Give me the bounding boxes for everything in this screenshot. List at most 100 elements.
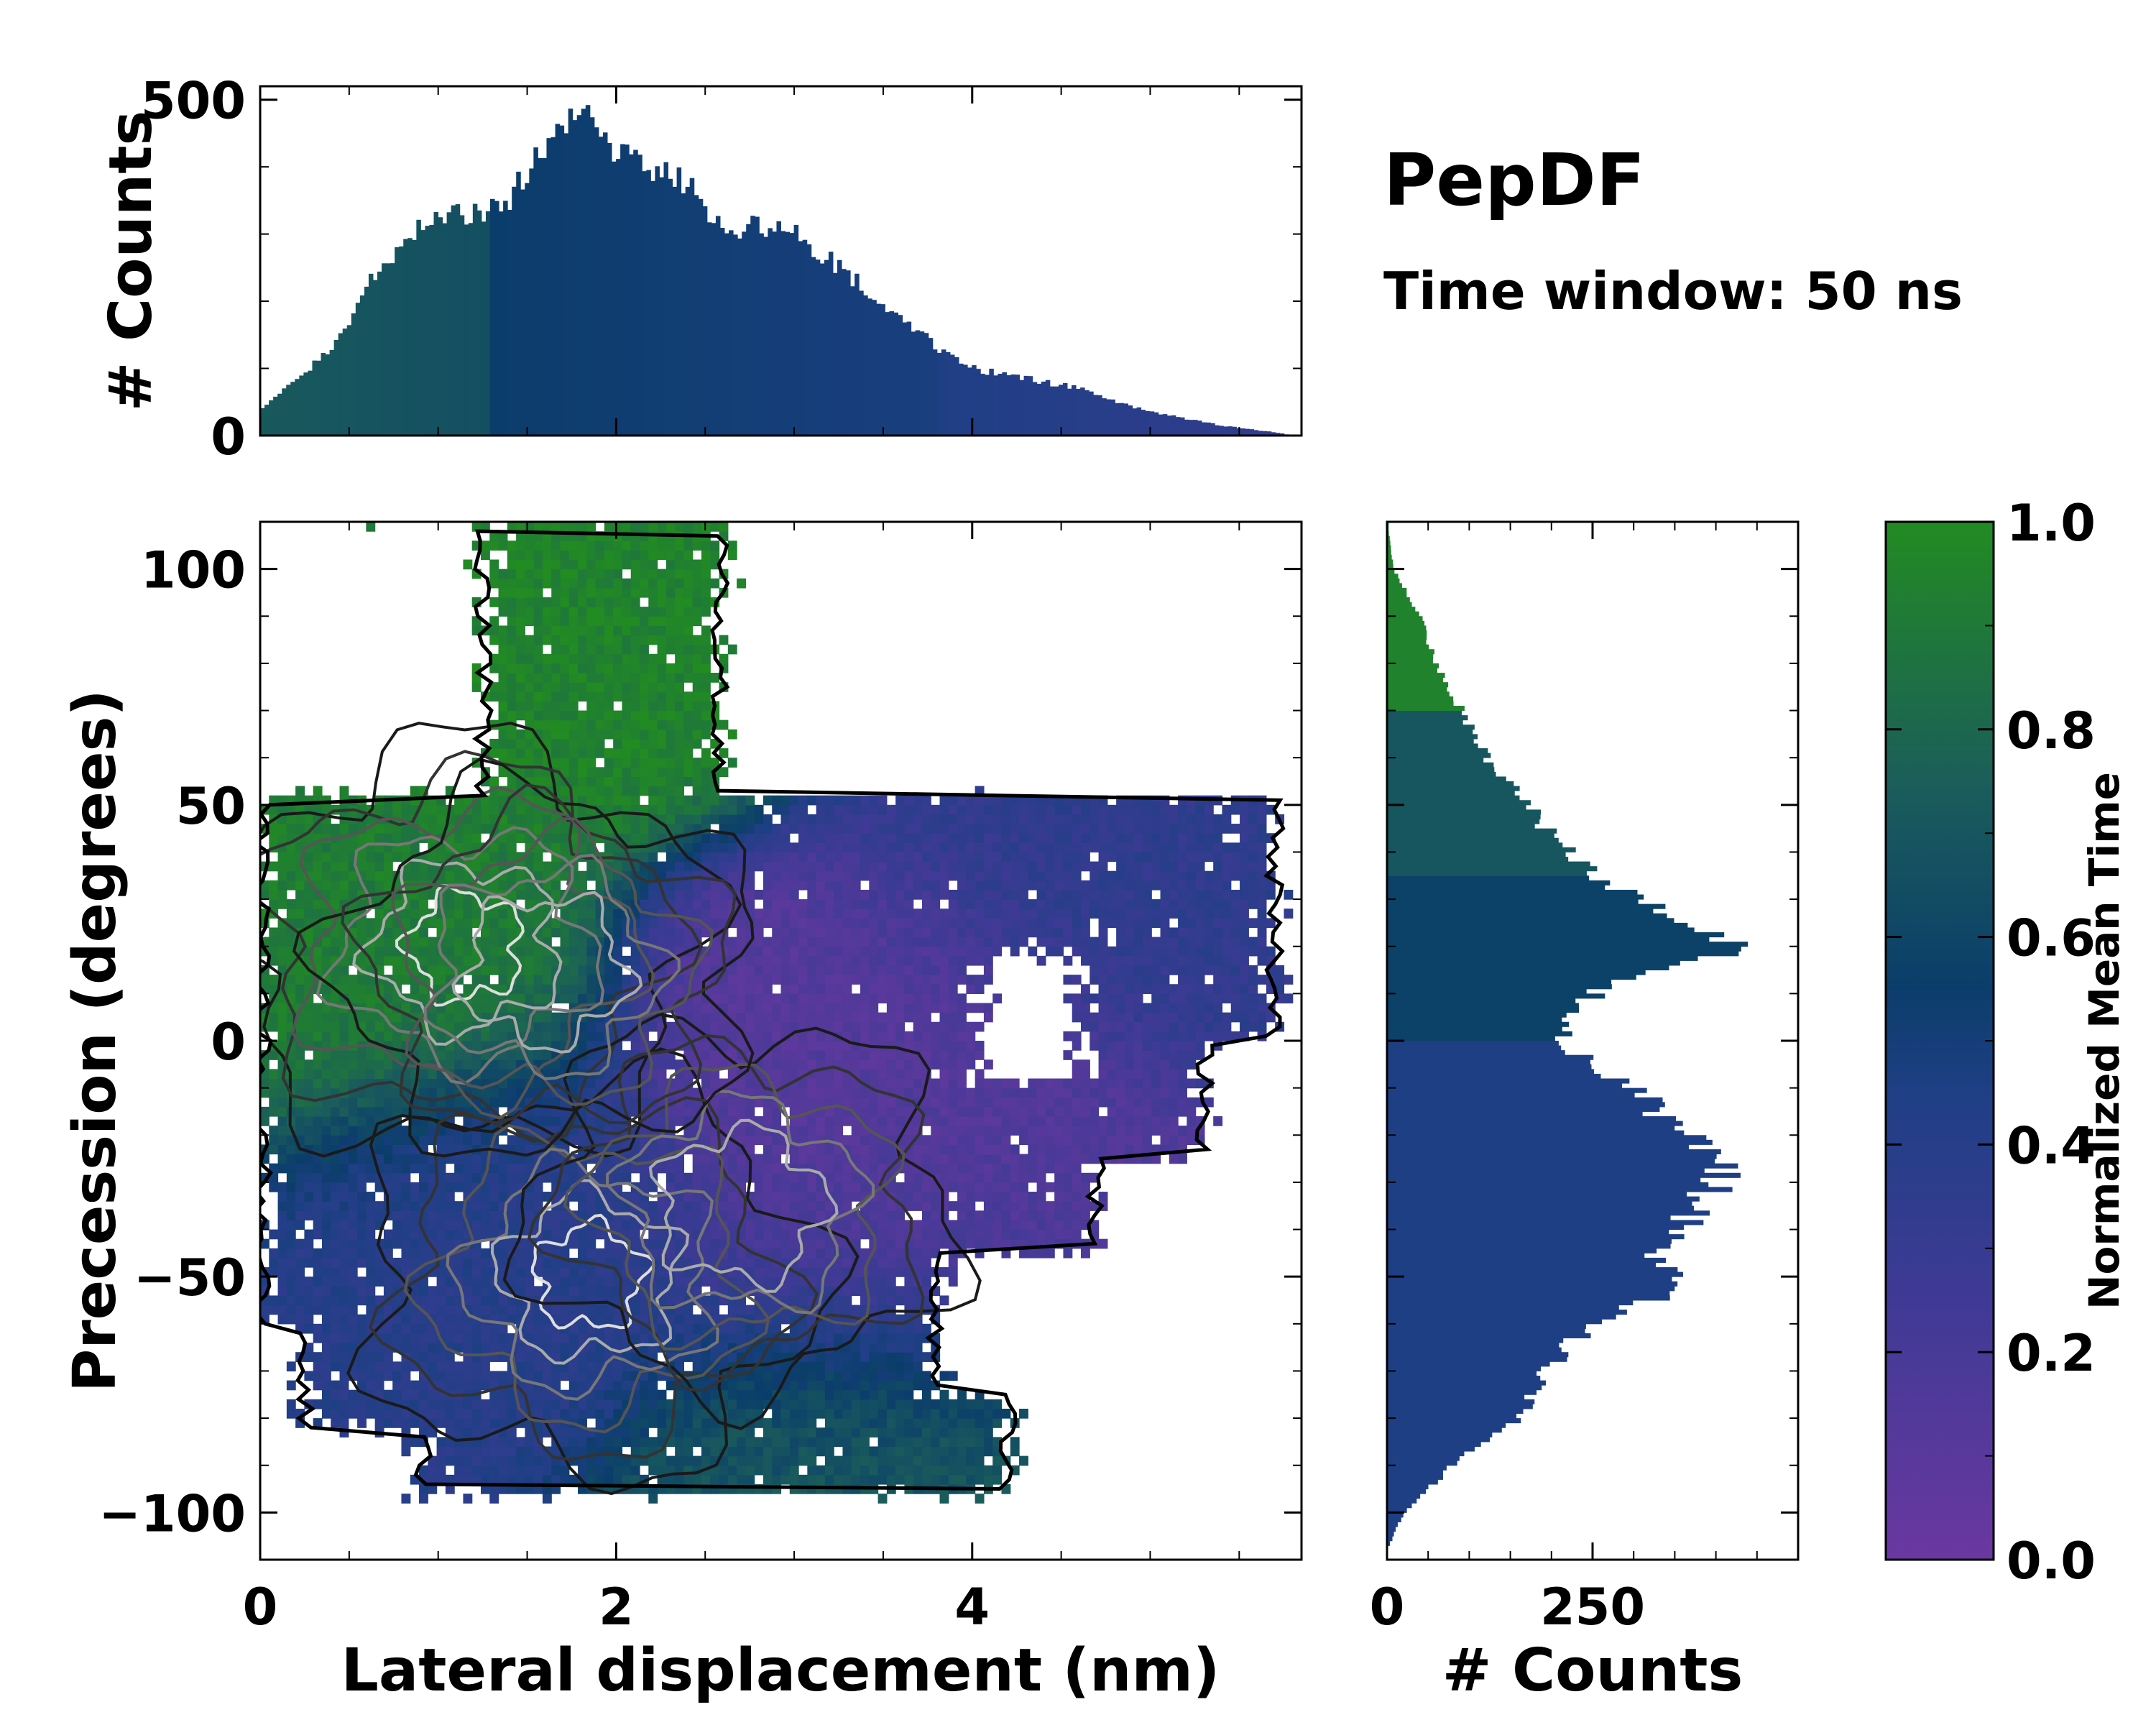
- heatmap-cell: [542, 1361, 552, 1372]
- heatmap-cell: [480, 1267, 490, 1277]
- heatmap-cell: [745, 1257, 755, 1268]
- heatmap-cell: [269, 899, 279, 909]
- heatmap-cell: [374, 1106, 384, 1117]
- heatmap-cell: [454, 1371, 464, 1381]
- heatmap-cell: [516, 908, 525, 919]
- heatmap-cell: [701, 1182, 711, 1192]
- heatmap-cell: [516, 644, 525, 655]
- heatmap-cell: [613, 767, 623, 778]
- heatmap-cell: [321, 1220, 331, 1230]
- heatmap-cell: [463, 1333, 473, 1343]
- heatmap-cell: [533, 1323, 543, 1334]
- heatmap-cell: [286, 824, 296, 834]
- heatmap-cell: [321, 1248, 331, 1259]
- heatmap-cell: [648, 804, 658, 815]
- heatmap-cell: [798, 1087, 808, 1098]
- heatmap-cell: [480, 522, 490, 532]
- heatmap-cell: [286, 1163, 296, 1174]
- heatmap-cell: [798, 861, 808, 872]
- heatmap-cell: [595, 607, 605, 617]
- heatmap-cell: [516, 1276, 525, 1287]
- heatmap-cell: [304, 1163, 314, 1174]
- heatmap-cell: [454, 1050, 464, 1060]
- heatmap-cell: [321, 1229, 331, 1240]
- heatmap-cell: [445, 1220, 455, 1230]
- heatmap-cell: [604, 616, 614, 626]
- heatmap-cell: [613, 1455, 623, 1466]
- heatmap-cell: [295, 1220, 305, 1230]
- heatmap-cell: [480, 550, 490, 561]
- heatmap-cell: [560, 1172, 570, 1183]
- heatmap-cell: [595, 663, 605, 673]
- heatmap-cell: [480, 1323, 490, 1334]
- heatmap-cell: [286, 1248, 296, 1259]
- heatmap-cell: [772, 1069, 782, 1080]
- heatmap-cell: [683, 861, 694, 872]
- heatmap-cell: [763, 889, 773, 900]
- heatmap-cell: [366, 975, 376, 985]
- heatmap-cell: [780, 1238, 791, 1249]
- heatmap-cell: [578, 965, 587, 975]
- heatmap-cell: [454, 1361, 464, 1372]
- heatmap-cell: [392, 1323, 402, 1334]
- heatmap-cell: [295, 1276, 305, 1287]
- heatmap-cell: [665, 559, 676, 570]
- heatmap-cell: [737, 937, 746, 947]
- heatmap-cell: [675, 1361, 685, 1372]
- heatmap-cell: [640, 1408, 649, 1419]
- heatmap-cell: [604, 899, 614, 909]
- heatmap-cell: [640, 701, 649, 712]
- heatmap-cell: [445, 1323, 455, 1334]
- heatmap-cell: [772, 1106, 782, 1117]
- heatmap-cell: [507, 1201, 517, 1211]
- heatmap-cell: [401, 1257, 411, 1268]
- heatmap-cell: [445, 1314, 455, 1325]
- heatmap-cell: [586, 1352, 596, 1362]
- heatmap-cell: [763, 1389, 773, 1400]
- heatmap-cell: [692, 1352, 702, 1362]
- heatmap-cell: [392, 1172, 402, 1183]
- heatmap-cell: [754, 1031, 764, 1041]
- heatmap-cell: [313, 842, 323, 853]
- heatmap-cell: [348, 1031, 358, 1041]
- heatmap-cell: [798, 1295, 808, 1306]
- heatmap-cell: [286, 1305, 296, 1315]
- heatmap-cell: [489, 908, 499, 919]
- heatmap-cell: [551, 927, 561, 938]
- heatmap-cell: [737, 1012, 746, 1023]
- heatmap-cell: [419, 889, 428, 900]
- heatmap-cell: [392, 1371, 402, 1381]
- heatmap-cell: [630, 616, 640, 626]
- heatmap-cell: [798, 1427, 808, 1438]
- heatmap-cell: [516, 1267, 525, 1277]
- heatmap-cell: [568, 1192, 579, 1202]
- heatmap-cell: [348, 1116, 358, 1126]
- heatmap-cell: [560, 833, 570, 843]
- heatmap-cell: [675, 559, 685, 570]
- heatmap-cell: [578, 1371, 587, 1381]
- heatmap-cell: [789, 824, 799, 834]
- heatmap-cell: [754, 1172, 764, 1183]
- heatmap-cell: [622, 710, 632, 721]
- heatmap-cell: [578, 748, 587, 758]
- heatmap-cell: [339, 824, 349, 834]
- heatmap-cell: [331, 889, 341, 900]
- heatmap-cell: [489, 578, 499, 589]
- heatmap-cell: [321, 1276, 331, 1287]
- heatmap-cell: [675, 1238, 685, 1249]
- heatmap-cell: [683, 814, 694, 824]
- heatmap-cell: [366, 1012, 376, 1023]
- heatmap-cell: [595, 653, 605, 664]
- heatmap-cell: [560, 1286, 570, 1297]
- heatmap-cell: [560, 1399, 570, 1409]
- heatmap-cell: [516, 1154, 525, 1164]
- heatmap-cell: [525, 691, 535, 702]
- heatmap-cell: [683, 955, 694, 966]
- heatmap-cell: [463, 1286, 473, 1297]
- heatmap-cell: [798, 984, 808, 994]
- heatmap-cell: [445, 927, 455, 938]
- heatmap-cell: [648, 1201, 658, 1211]
- heatmap-cell: [578, 616, 587, 626]
- heatmap-cell: [277, 1257, 287, 1268]
- heatmap-cell: [304, 1257, 314, 1268]
